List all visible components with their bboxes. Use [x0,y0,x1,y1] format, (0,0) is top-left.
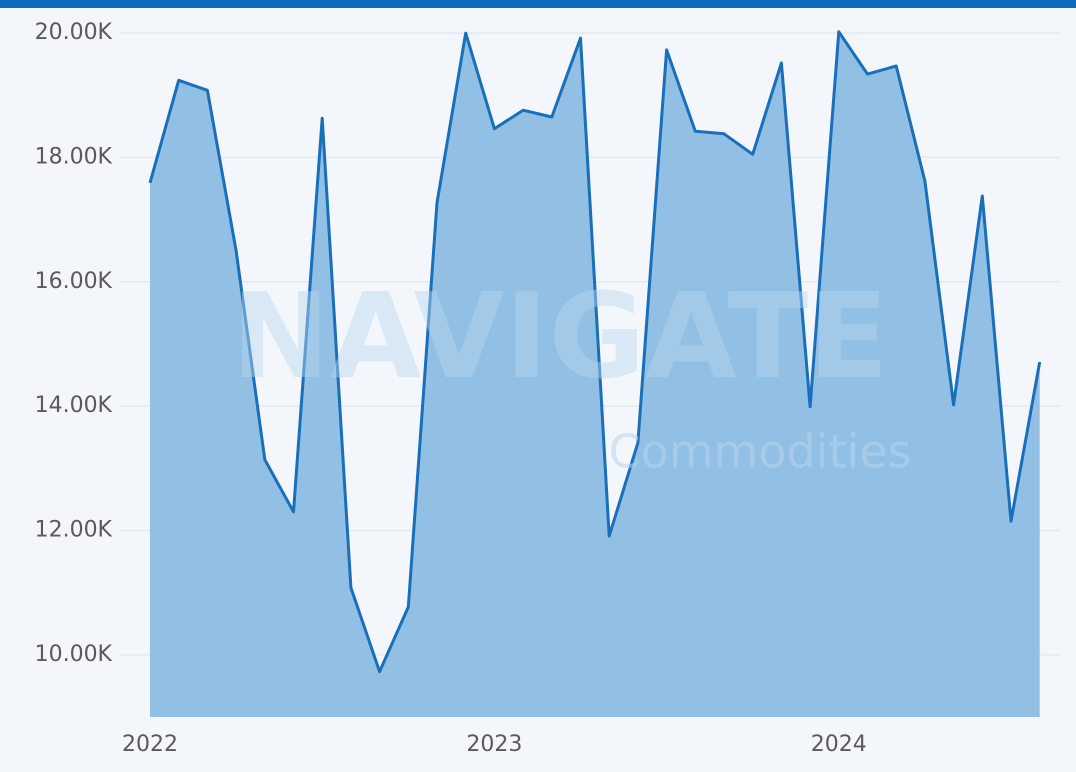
x-tick-label: 2023 [466,732,522,757]
y-tick-label: 20.00K [35,20,113,45]
x-tick-label: 2024 [811,732,867,757]
x-tick-label: 2022 [122,732,178,757]
watermark-subtitle: Commodities [608,425,911,479]
area [150,31,1040,718]
top-bar [0,0,1076,8]
y-tick-label: 14.00K [35,393,113,418]
watermark-title: NAVIGATE [231,267,888,405]
y-tick-label: 10.00K [35,642,113,667]
y-tick-label: 18.00K [35,144,113,169]
y-tick-label: 12.00K [35,517,113,542]
line [148,30,1042,674]
y-tick-label: 16.00K [35,269,113,294]
